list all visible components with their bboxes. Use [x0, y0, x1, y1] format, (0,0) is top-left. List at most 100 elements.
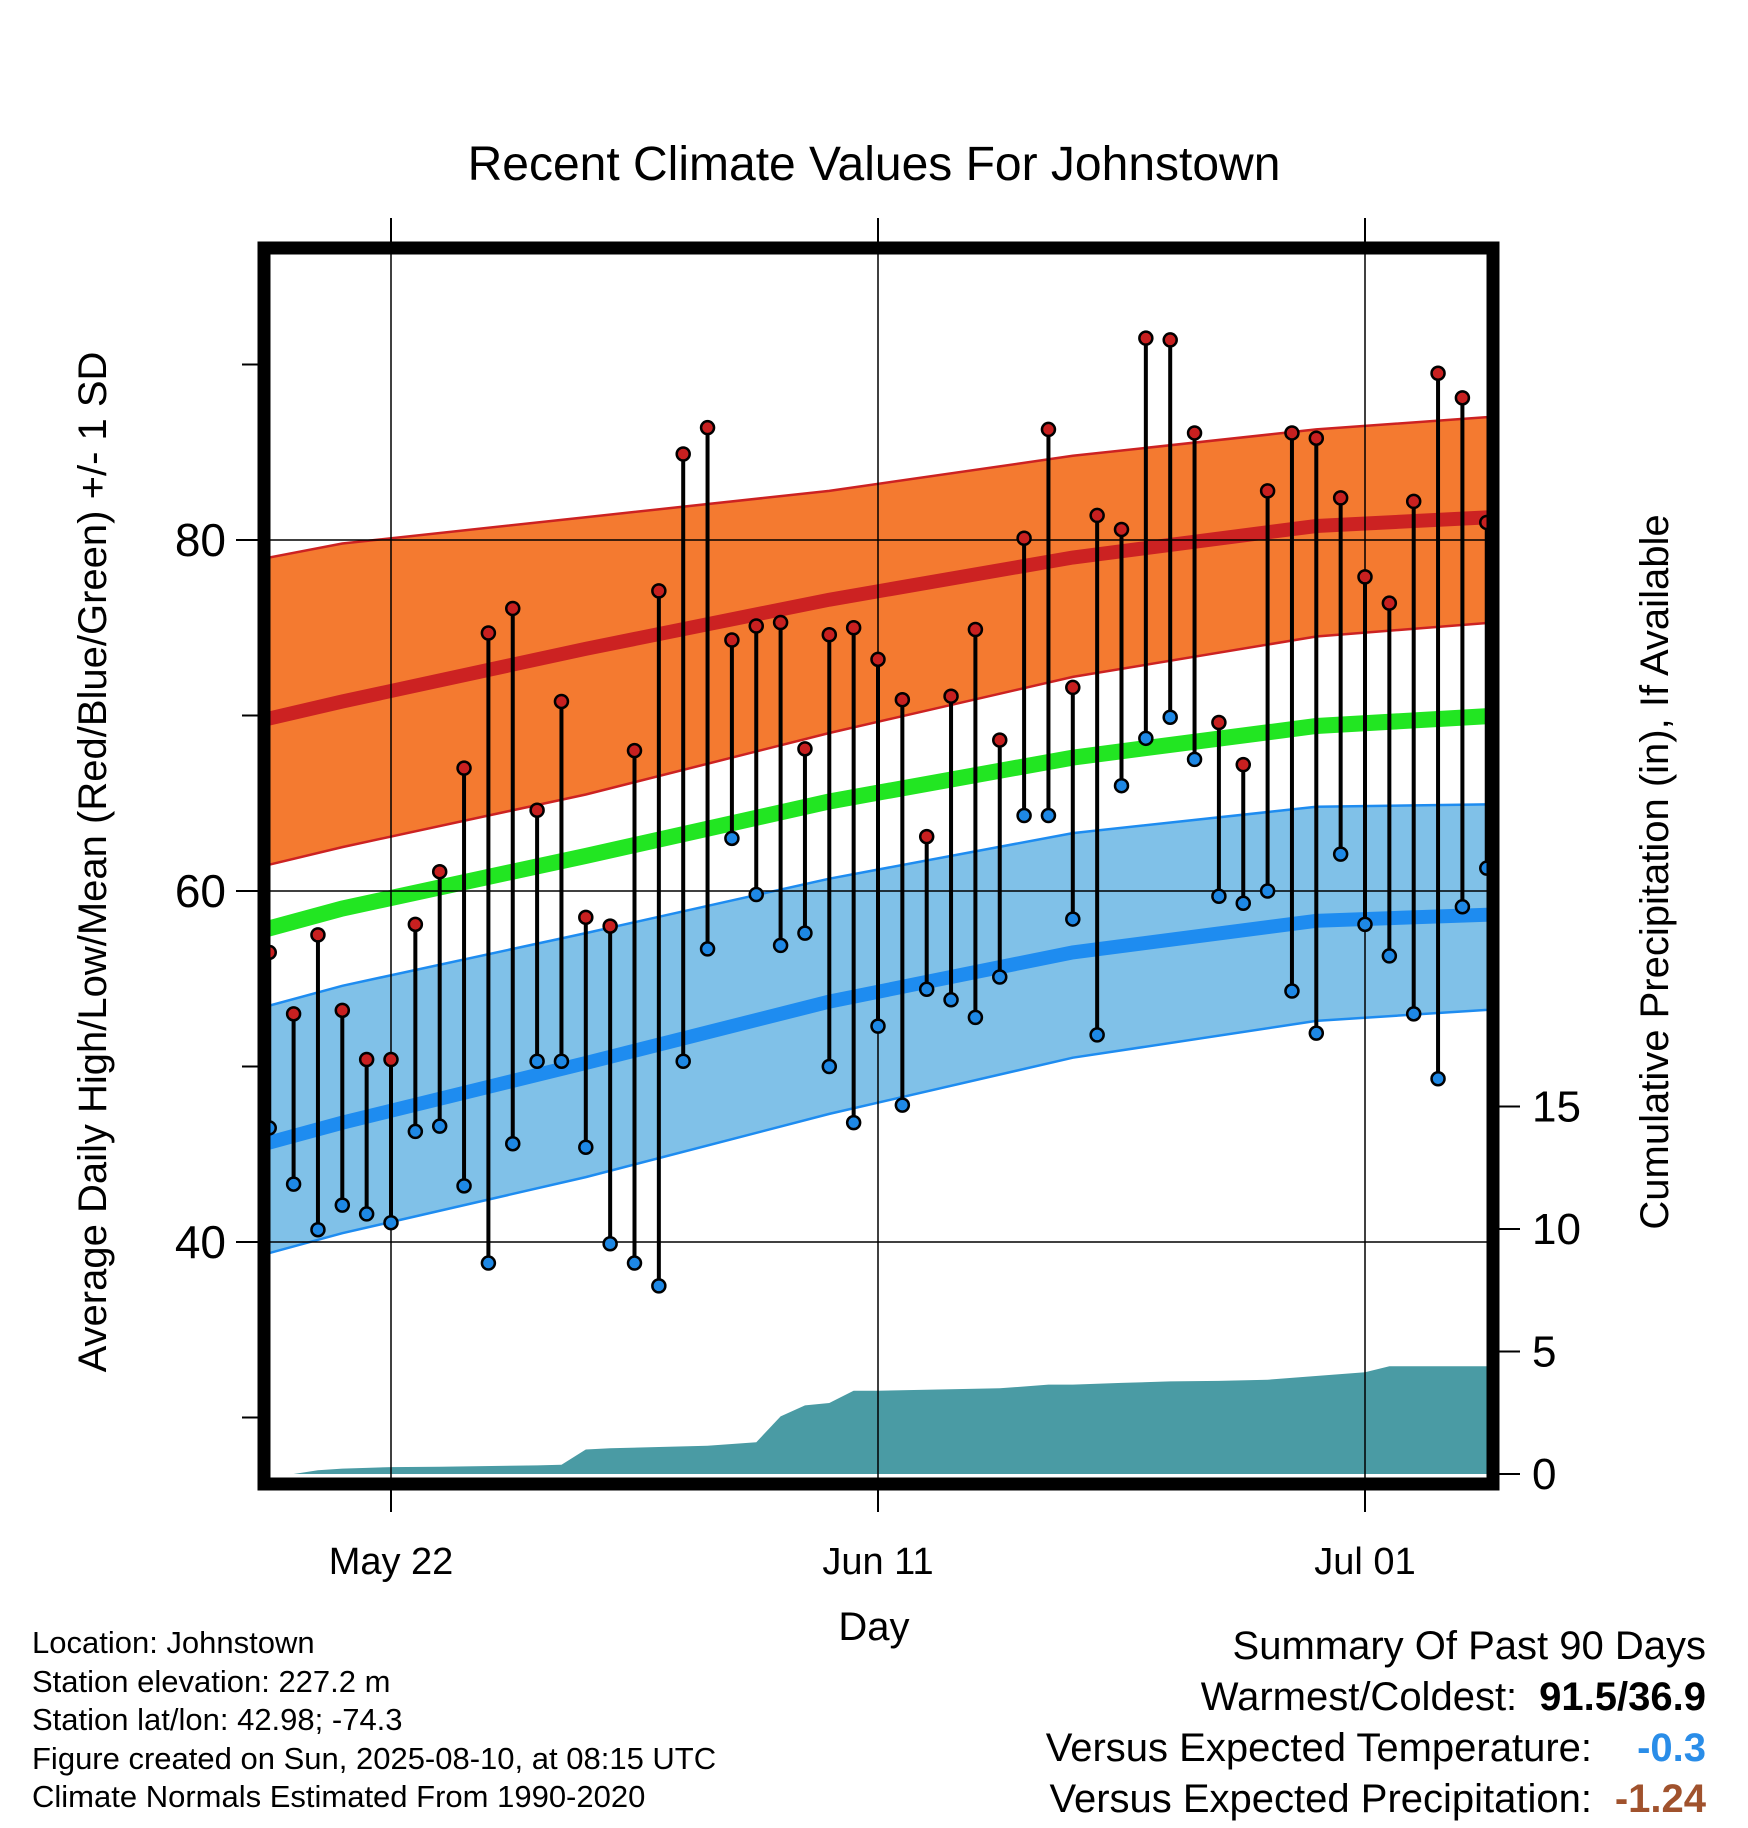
daily-low-point [1065, 911, 1081, 927]
daily-high-point [1505, 479, 1518, 492]
daily-low-point [1357, 916, 1373, 933]
location-text: Location: Johnstown [32, 1625, 315, 1660]
daily-low-point [699, 941, 716, 957]
daily-low-point [1113, 777, 1130, 794]
daily-low-point [1259, 883, 1276, 899]
daily-high-point [1529, 446, 1542, 459]
temp-departure-value: -0.3 [1637, 1726, 1706, 1770]
daily-low-point [190, 920, 203, 933]
daily-low-point [214, 976, 227, 989]
daily-low-point [1454, 899, 1471, 915]
daily-low-point [1138, 730, 1154, 747]
daily-low-point [1675, 814, 1688, 827]
daily-high-point [1162, 332, 1178, 348]
daily-high-point [190, 569, 203, 582]
daily-low-point [992, 969, 1008, 985]
daily-low-point [626, 1255, 643, 1271]
daily-low-point [1699, 902, 1712, 915]
daily-high-point [845, 620, 862, 636]
daily-low-point [1405, 1006, 1422, 1022]
daily-low-point [675, 1053, 691, 1069]
daily-high-point [602, 918, 618, 934]
daily-high-point [1113, 521, 1130, 538]
daily-high-point [992, 732, 1008, 748]
daily-high-point [270, 944, 277, 961]
y-tick-label-right: 15 [1532, 1083, 1581, 1132]
daily-high-point [1211, 714, 1227, 731]
daily-low-point [894, 1097, 911, 1113]
daily-low-point [1235, 895, 1251, 912]
daily-high-point [1381, 595, 1398, 611]
daily-high-point [505, 600, 521, 617]
daily-high-point [1699, 400, 1712, 413]
warm-cold-label: Warmest/Coldest: [1200, 1675, 1518, 1719]
daily-high-point [529, 802, 545, 819]
x-tick-label: May 22 [329, 1541, 454, 1583]
daily-high-point [578, 909, 594, 926]
daily-low-point [1505, 797, 1518, 810]
daily-high-point [748, 618, 764, 634]
daily-low-point [651, 1278, 667, 1294]
precip-departure-label: Versus Expected Precipitation: [1049, 1777, 1592, 1821]
daily-high-point [943, 688, 959, 704]
daily-high-point [1259, 483, 1276, 499]
daily-high-point [358, 1051, 375, 1068]
y-axis-left-label: Average Daily High/Low/Mean (Red/Blue/Gr… [71, 352, 115, 1373]
daily-low-point [1186, 751, 1203, 768]
precip-departure-row: Versus Expected Precipitation: -1.24 [1046, 1774, 1706, 1825]
daily-low-point [505, 1135, 521, 1152]
daily-low-point [1016, 807, 1032, 824]
high-sd-band [270, 415, 1487, 866]
daily-high-point [651, 583, 667, 599]
daily-low-point [383, 1214, 399, 1231]
daily-high-point [1602, 483, 1615, 496]
daily-high-point [1235, 756, 1251, 773]
daily-low-point [1284, 983, 1300, 999]
temp-departure-label: Versus Expected Temperature: [1045, 1726, 1592, 1770]
y-tick-label-left: 40 [175, 1216, 226, 1268]
daily-high-point [1284, 425, 1300, 441]
daily-high-point [1016, 530, 1032, 546]
daily-high-point [383, 1051, 399, 1068]
daily-low-point [285, 1176, 302, 1192]
latlon-text: Station lat/lon: 42.98; -74.3 [32, 1702, 403, 1737]
daily-high-point [1626, 426, 1639, 439]
daily-low-point [1089, 1027, 1105, 1043]
x-axis-label: Day [838, 1605, 909, 1649]
daily-high-point [918, 828, 935, 845]
daily-high-point [1357, 569, 1373, 585]
daily-low-point [772, 937, 789, 954]
daily-high-point [1405, 493, 1422, 510]
daily-high-point [285, 1006, 302, 1022]
daily-low-point [529, 1053, 545, 1069]
y-tick-label-right: 0 [1532, 1450, 1556, 1499]
daily-low-point [602, 1236, 618, 1252]
daily-high-point [1651, 442, 1664, 455]
daily-low-point [310, 1221, 326, 1238]
daily-high-point [870, 651, 886, 668]
daily-high-point [431, 863, 448, 880]
daily-high-point [117, 534, 130, 547]
summary-panel: Summary Of Past 90 Days Warmest/Coldest:… [1046, 1620, 1706, 1825]
y-tick-label-left: 80 [175, 514, 226, 566]
warm-cold-value: 91.5/36.9 [1539, 1675, 1706, 1719]
daily-low-point [334, 1197, 351, 1213]
daily-low-point [1602, 756, 1615, 769]
y-tick-label-left: 60 [175, 865, 226, 917]
daily-low-point [456, 1178, 472, 1194]
daily-low-point [270, 1120, 277, 1136]
daily-low-point [1332, 846, 1349, 862]
daily-low-point [1040, 807, 1057, 824]
daily-low-point [1553, 841, 1566, 854]
station-info: Location: Johnstown Station elevation: 2… [32, 1624, 716, 1817]
daily-low-point [1430, 1071, 1446, 1087]
x-tick-label: Jul 01 [1314, 1541, 1415, 1583]
daily-low-point [578, 1139, 594, 1155]
daily-high-point [1065, 679, 1081, 696]
daily-low-point [480, 1255, 497, 1271]
temp-departure-row: Versus Expected Temperature: -0.3 [1046, 1723, 1706, 1774]
daily-low-point [967, 1009, 984, 1026]
warm-cold-row: Warmest/Coldest: 91.5/36.9 [1046, 1672, 1706, 1723]
daily-low-point [943, 992, 959, 1008]
